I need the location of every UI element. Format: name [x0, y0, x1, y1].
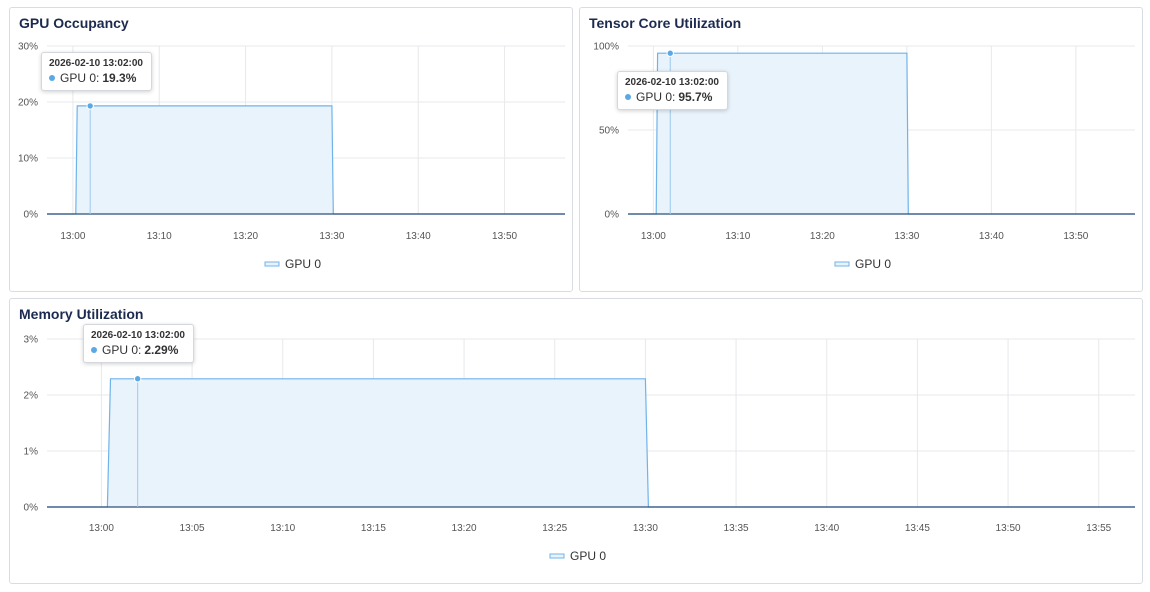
x-tick-label: 13:10: [270, 523, 295, 534]
y-tick-label: 3%: [24, 335, 39, 346]
tooltip-value: 19.3%: [102, 71, 137, 85]
hover-point: [666, 49, 674, 57]
chart-title: GPU Occupancy: [19, 15, 129, 31]
x-tick-label: 13:15: [361, 523, 386, 534]
chart-title: Memory Utilization: [19, 306, 144, 322]
x-tick-label: 13:05: [180, 523, 205, 534]
x-tick-label: 13:10: [147, 231, 172, 242]
y-tick-label: 50%: [599, 126, 619, 137]
x-tick-label: 13:20: [233, 231, 258, 242]
x-tick-label: 13:35: [724, 523, 749, 534]
legend-label: GPU 0: [570, 549, 606, 563]
legend[interactable]: GPU 0: [264, 257, 321, 271]
x-tick-label: 13:45: [905, 523, 930, 534]
x-tick-label: 13:00: [60, 231, 85, 242]
y-tick-label: 20%: [18, 98, 38, 109]
x-tick-label: 13:20: [810, 231, 835, 242]
memory-utilization-chart[interactable]: 0% 1% 2% 3% 13:00 13:05 13:10 13:15 13:20 13:25 13…: [10, 299, 1144, 585]
series-dot-icon: [625, 94, 631, 100]
chart-tooltip: 2026-02-10 13:02:00 GPU 0: 2.29%: [83, 324, 194, 363]
legend-swatch: [549, 553, 565, 559]
x-tick-label: 13:50: [996, 523, 1021, 534]
x-tick-label: 13:25: [542, 523, 567, 534]
y-tick-label: 1%: [24, 447, 39, 458]
hover-point: [86, 102, 94, 110]
legend[interactable]: GPU 0: [549, 549, 606, 563]
tensor-core-panel: Tensor Core Utilization 0% 50% 100% 13:00 13…: [579, 7, 1143, 292]
tooltip-time: 2026-02-10 13:02:00: [625, 77, 719, 88]
tooltip-time: 2026-02-10 13:02:00: [91, 330, 185, 341]
x-tick-label: 13:30: [319, 231, 344, 242]
x-tick-label: 13:00: [641, 231, 666, 242]
legend-label: GPU 0: [855, 257, 891, 271]
x-tick-label: 13:30: [633, 523, 658, 534]
gpu-occupancy-chart[interactable]: 0% 10% 20% 30% 13:00 13:10 13:20 13:30 13:40 13:5…: [10, 8, 574, 293]
x-tick-label: 13:10: [725, 231, 750, 242]
chart-tooltip: 2026-02-10 13:02:00 GPU 0: 19.3%: [41, 52, 152, 91]
series-dot-icon: [91, 347, 97, 353]
y-tick-label: 30%: [18, 42, 38, 53]
legend-label: GPU 0: [285, 257, 321, 271]
x-tick-label: 13:40: [814, 523, 839, 534]
chart-tooltip: 2026-02-10 13:02:00 GPU 0: 95.7%: [617, 71, 728, 110]
x-tick-label: 13:50: [1063, 231, 1088, 242]
x-tick-label: 13:00: [89, 523, 114, 534]
x-tick-label: 13:40: [406, 231, 431, 242]
y-tick-label: 0%: [24, 210, 39, 221]
y-tick-label: 100%: [593, 42, 619, 53]
x-tick-label: 13:20: [452, 523, 477, 534]
x-tick-label: 13:50: [492, 231, 517, 242]
memory-utilization-panel: Memory Utilization 0% 1% 2% 3% 13:00 13:05 13:…: [9, 298, 1143, 584]
tooltip-series: GPU 0: [636, 90, 673, 104]
tooltip-value: 95.7%: [678, 90, 713, 104]
y-tick-label: 2%: [24, 391, 39, 402]
tooltip-value: 2.29%: [144, 343, 179, 357]
series-dot-icon: [49, 75, 55, 81]
legend-swatch: [264, 261, 280, 267]
series-area: [47, 105, 565, 214]
tooltip-row: GPU 0: 2.29%: [91, 343, 185, 357]
tensor-core-chart[interactable]: 0% 50% 100% 13:00 13:10 13:20 13:30 13:40 13:50 G…: [580, 8, 1144, 293]
y-tick-label: 0%: [605, 210, 620, 221]
x-tick-label: 13:30: [894, 231, 919, 242]
legend-swatch: [834, 261, 850, 267]
y-tick-label: 10%: [18, 154, 38, 165]
tooltip-row: GPU 0: 95.7%: [625, 90, 719, 104]
hover-point: [133, 375, 142, 383]
y-tick-label: 0%: [24, 503, 39, 514]
x-tick-label: 13:55: [1086, 523, 1111, 534]
gpu-occupancy-panel: GPU Occupancy 0% 10% 20% 30% 13:00 13:10 13:20…: [9, 7, 573, 292]
tooltip-time: 2026-02-10 13:02:00: [49, 58, 143, 69]
legend[interactable]: GPU 0: [834, 257, 891, 271]
tooltip-series: GPU 0: [102, 343, 139, 357]
tooltip-row: GPU 0: 19.3%: [49, 71, 143, 85]
series-area: [47, 378, 1135, 507]
chart-title: Tensor Core Utilization: [589, 15, 742, 31]
tooltip-series: GPU 0: [60, 71, 97, 85]
series-area: [628, 53, 1135, 215]
x-tick-label: 13:40: [979, 231, 1004, 242]
